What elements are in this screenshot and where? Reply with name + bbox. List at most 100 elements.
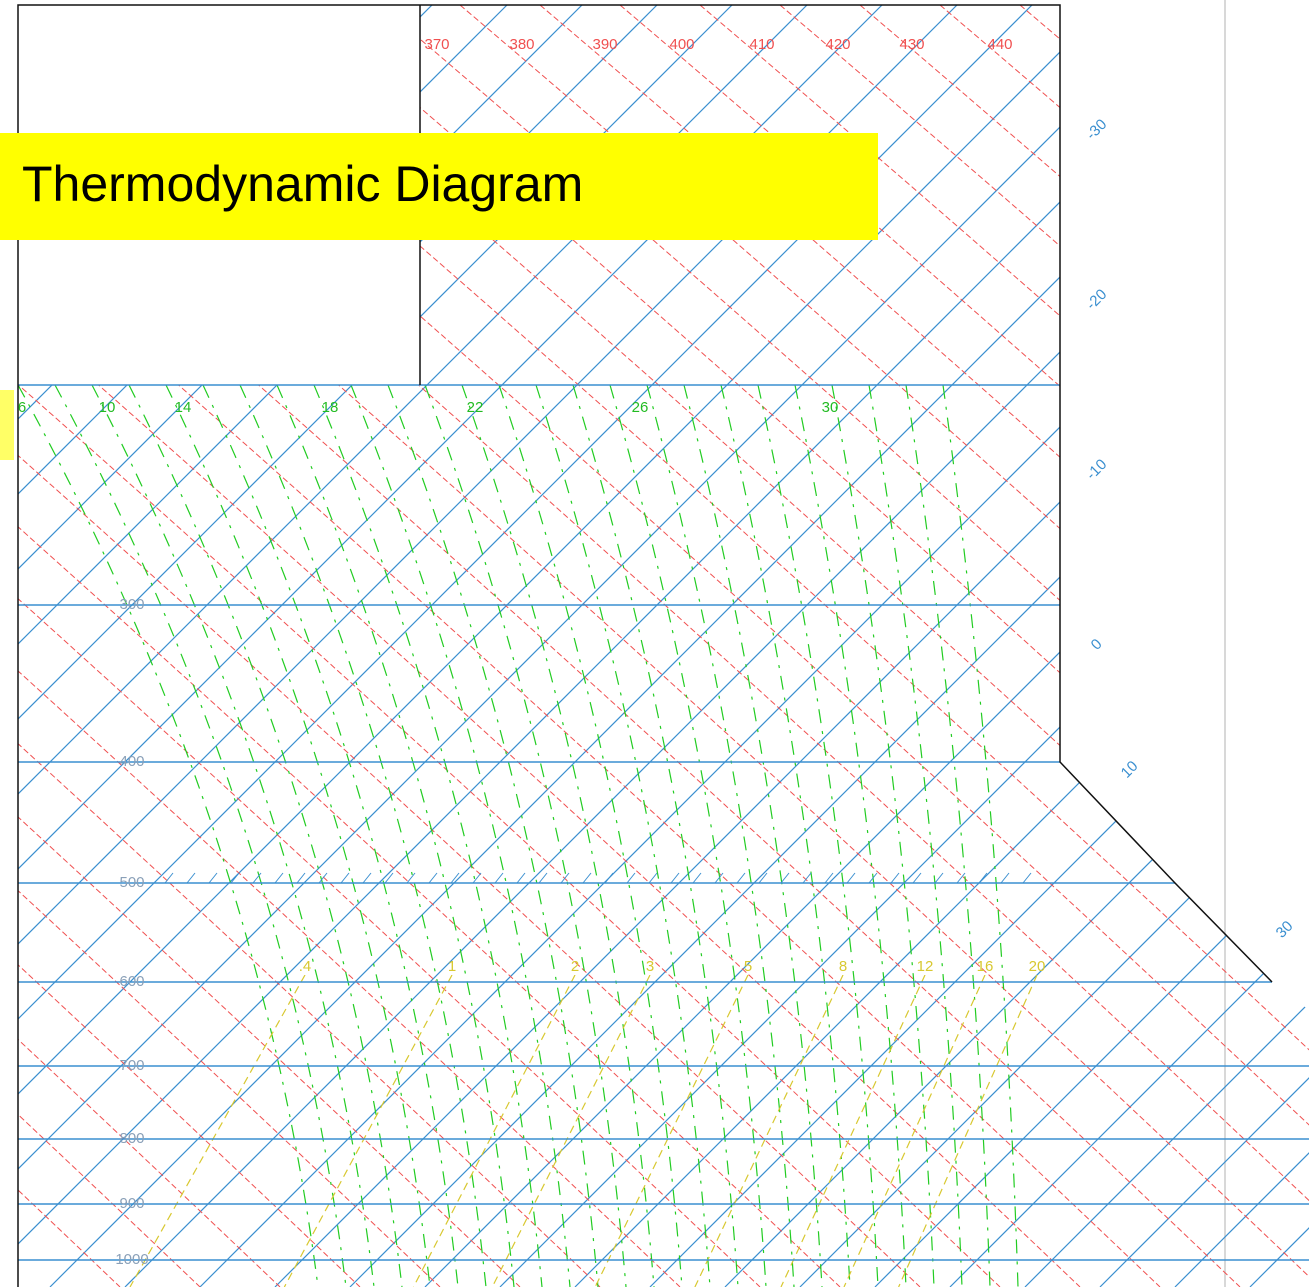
hatch-mark: [516, 872, 526, 884]
hatch-mark: [758, 872, 768, 884]
label: 1: [448, 958, 456, 975]
moist-adiabats: [18, 385, 1019, 1287]
hatch-mark: [626, 872, 636, 884]
isotherm: [1174, 5, 1309, 1287]
hatch-mark: [956, 872, 966, 884]
moist-adiabat: [905, 385, 991, 1287]
hatch-mark: [362, 872, 372, 884]
moist-adiabat: [572, 385, 739, 1287]
label: 18: [322, 399, 339, 416]
isotherm: [18, 5, 1258, 1287]
hatch-mark: [736, 872, 746, 884]
hatch-mark: [252, 872, 262, 884]
label: 410: [749, 36, 774, 53]
dry-adiabat: [939, 5, 1309, 1287]
isotherm: [1249, 5, 1309, 1287]
label: 430: [899, 36, 924, 53]
hatch-mark: [560, 872, 570, 884]
label: 16: [977, 958, 994, 975]
moist-adiabat: [942, 385, 1019, 1287]
hatch-mark: [494, 872, 504, 884]
dry-adiabat: [18, 5, 1001, 1287]
moist-adiabat: [609, 385, 767, 1287]
isotherm: [874, 5, 1309, 1287]
moist-adiabat: [720, 385, 851, 1287]
dry-adiabat: [18, 5, 761, 1287]
hatch-mark: [780, 872, 790, 884]
hatch-mark: [428, 872, 438, 884]
title-box: [0, 133, 878, 240]
label: 300: [119, 596, 144, 613]
dry-adiabat: [699, 5, 1309, 1287]
hatch-mark: [538, 872, 548, 884]
moist-adiabat: [91, 385, 375, 1287]
hatch-mark: [846, 872, 856, 884]
dry-adiabat: [18, 5, 441, 1287]
dry-adiabat: [18, 5, 601, 1287]
label: 14: [175, 399, 192, 416]
hatch-mark: [802, 872, 812, 884]
dry-adiabat: [18, 5, 681, 1287]
isotherm: [349, 5, 1309, 1287]
label: 12: [917, 958, 934, 975]
hatch-mark: [340, 872, 350, 884]
label: 6: [18, 399, 26, 416]
mixing-ratio-line: [898, 975, 1038, 1287]
label: .4: [299, 958, 312, 975]
label: -20: [1083, 286, 1110, 313]
moist-adiabat: [313, 385, 543, 1287]
moist-adiabat: [276, 385, 515, 1287]
title: Thermodynamic Diagram: [22, 156, 583, 212]
moist-adiabat: [646, 385, 795, 1287]
hatch-mark: [274, 872, 284, 884]
hatch-mark: [1022, 872, 1032, 884]
moist-adiabat: [868, 385, 963, 1287]
hatch-mark: [648, 872, 658, 884]
dry-adiabat: [18, 5, 1081, 1287]
hatch-mark: [604, 872, 614, 884]
hatch-mark: [670, 872, 680, 884]
label: 5: [744, 958, 752, 975]
moist-adiabat: [424, 385, 627, 1287]
dry-adiabat: [18, 5, 281, 1287]
isotherm: [949, 5, 1309, 1287]
label: 2: [571, 958, 579, 975]
label: 10: [99, 399, 116, 416]
label: 440: [987, 36, 1012, 53]
isotherm: [274, 5, 1309, 1287]
label: 900: [119, 1195, 144, 1212]
hatch-mark: [868, 872, 878, 884]
hatch-mark: [890, 872, 900, 884]
label: 600: [119, 973, 144, 990]
label: 26: [632, 399, 649, 416]
hatch-mark: [1000, 872, 1010, 884]
isobars: [18, 384, 1309, 1261]
label: 420: [825, 36, 850, 53]
label: 10: [1118, 758, 1142, 782]
moist-adiabat: [387, 385, 599, 1287]
label: 3: [646, 958, 654, 975]
label: 400: [119, 753, 144, 770]
mixing-ratio-line: [491, 975, 651, 1287]
dry-adiabat: [18, 5, 921, 1287]
label: 30: [1273, 918, 1297, 942]
isotherm: [724, 5, 1309, 1287]
label: 370: [424, 36, 449, 53]
moist-adiabat: [239, 385, 487, 1287]
moist-adiabat: [54, 385, 347, 1287]
label: 380: [509, 36, 534, 53]
label: 0: [1088, 636, 1106, 654]
label: 390: [592, 36, 617, 53]
hatch-mark: [582, 872, 592, 884]
hatch-mark: [186, 872, 196, 884]
dry-adiabat: [1179, 5, 1309, 1287]
moist-adiabat: [794, 385, 907, 1287]
mixing-ratio-line: [594, 975, 749, 1287]
dry-adiabat: [18, 5, 1161, 1287]
label: 700: [119, 1057, 144, 1074]
hatch-mark: [912, 872, 922, 884]
dry-adiabat: [18, 5, 521, 1287]
dry-adiabat: [18, 5, 841, 1287]
